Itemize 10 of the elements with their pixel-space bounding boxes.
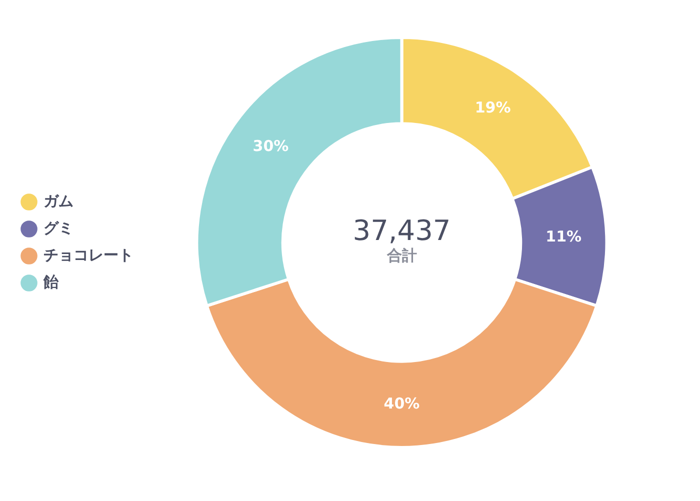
legend-label: 飴 (42, 272, 60, 291)
text: 合計 (386, 246, 417, 264)
data-label: 19% (474, 98, 511, 116)
data-label: 30% (252, 137, 289, 156)
legend-label: グミ (44, 218, 74, 237)
text: 37,437 (352, 214, 451, 247)
data-label: 11% (546, 227, 582, 246)
legend-label: ガム (44, 192, 74, 210)
legend-label: チョコレート (44, 246, 134, 264)
data-label: 40% (384, 394, 420, 412)
